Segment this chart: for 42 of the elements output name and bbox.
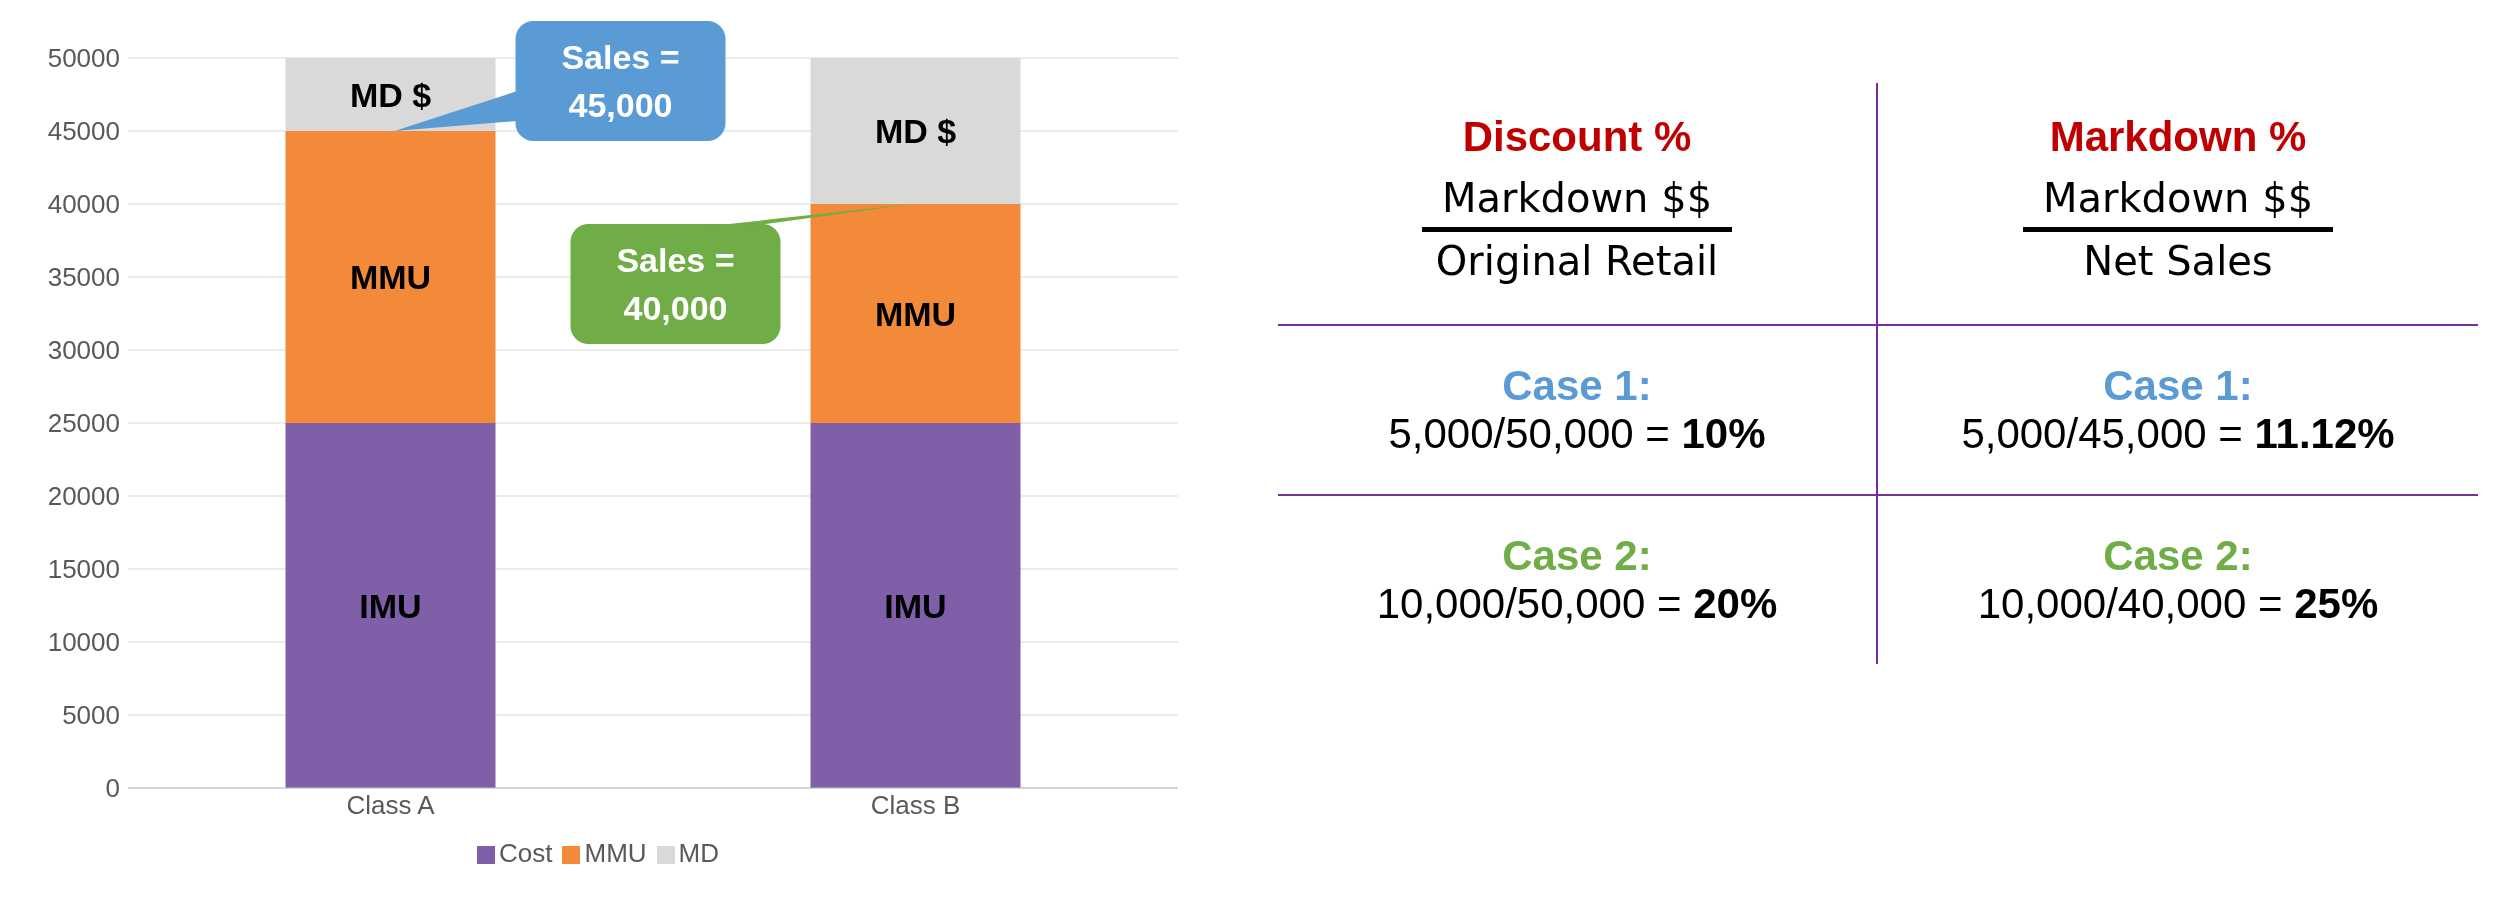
annotation: IMU bbox=[359, 586, 422, 625]
x-tick-label: Class B bbox=[870, 790, 961, 821]
y-tick-label: 25000 bbox=[47, 408, 120, 439]
annotation: Sales = 40,000 bbox=[616, 241, 735, 327]
annotation: MD $ bbox=[874, 112, 957, 150]
y-tick-label: 50000 bbox=[47, 43, 120, 74]
y-tick-label: 5000 bbox=[62, 700, 120, 731]
legend-label: MMU bbox=[584, 838, 647, 868]
text: 10,000/50,000 = 20% bbox=[1375, 580, 1779, 628]
bar bbox=[285, 423, 496, 788]
y-tick-label: 10000 bbox=[47, 627, 120, 658]
text: Markdown $$ bbox=[1421, 175, 1733, 232]
y-tick-label: 20000 bbox=[47, 481, 120, 512]
legend-label: Cost bbox=[499, 838, 553, 868]
legend-label: MD bbox=[678, 838, 719, 868]
text: Original Retail bbox=[1434, 237, 1720, 284]
text: Case 1: bbox=[2102, 362, 2254, 410]
annotation: MMU bbox=[349, 258, 432, 296]
y-tick-label: 35000 bbox=[47, 262, 120, 293]
text: Case 1: bbox=[1501, 362, 1653, 410]
text: Net Sales bbox=[2082, 237, 2274, 284]
text: Markdown % bbox=[2048, 113, 2308, 161]
y-tick-label: 15000 bbox=[47, 554, 120, 585]
annotation: MD $ bbox=[349, 75, 432, 114]
text: 5,000/45,000 = 11.12% bbox=[1960, 410, 2396, 458]
annotation: Sales = 45,000 bbox=[561, 38, 680, 124]
annotation: MMU bbox=[874, 294, 957, 333]
text: Case 2: bbox=[1501, 532, 1653, 580]
bar bbox=[285, 131, 496, 423]
text: Discount % bbox=[1461, 113, 1693, 161]
y-tick-label: 40000 bbox=[47, 189, 120, 220]
y-tick-label: 45000 bbox=[47, 116, 120, 147]
annotation: IMU bbox=[884, 586, 947, 625]
bar bbox=[810, 204, 1021, 423]
y-tick-label: 30000 bbox=[47, 335, 120, 366]
text: Case 2: bbox=[2102, 532, 2254, 580]
bar bbox=[810, 423, 1021, 788]
x-tick-label: Class A bbox=[346, 790, 436, 821]
text: 5,000/50,000 = 10% bbox=[1387, 410, 1767, 458]
y-tick-label: 0 bbox=[105, 773, 120, 804]
text: 10,000/40,000 = 25% bbox=[1976, 580, 2380, 628]
text: Markdown $$ bbox=[2022, 175, 2334, 232]
